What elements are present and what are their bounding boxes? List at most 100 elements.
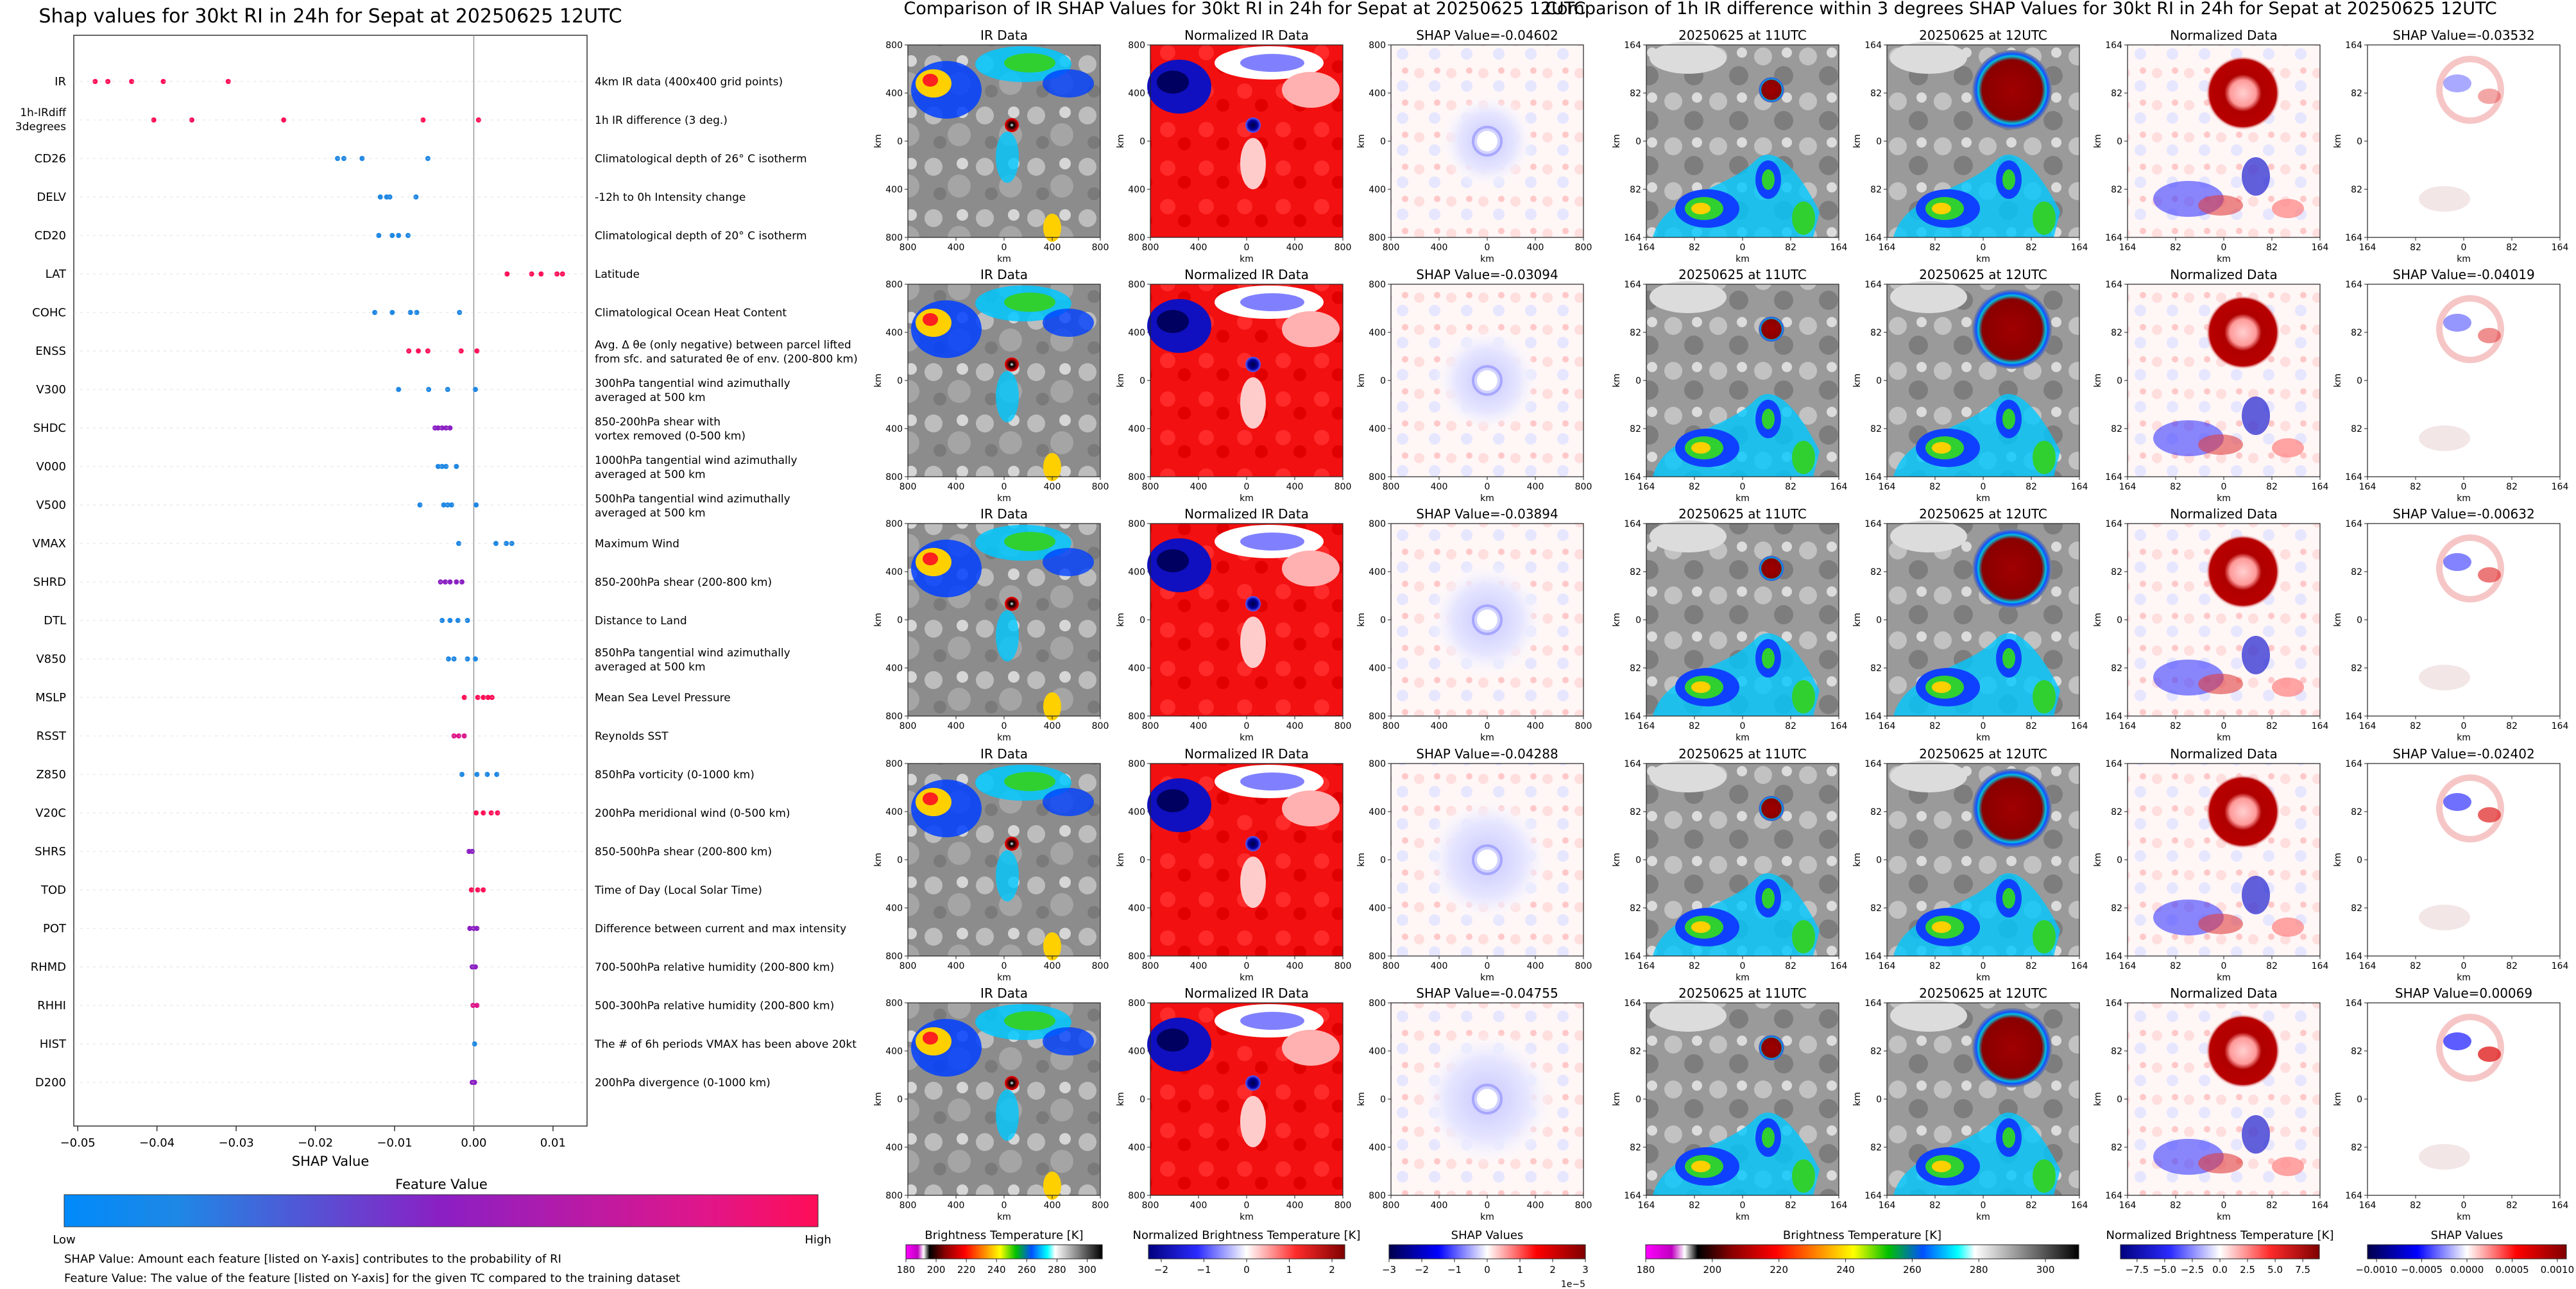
y-tick-label: 400 [885,424,903,434]
warming-band [2198,195,2243,216]
x-tick-label: 400 [1527,1200,1544,1211]
x-tick-label: 400 [948,243,965,253]
y-tick-label: 400 [1369,663,1386,674]
colorbar-tick-label: 1 [1286,1264,1293,1276]
cloud-field [1890,520,1967,552]
shap-point [435,425,441,431]
y-tick-label: 0 [897,376,903,386]
y-tick-label: 164 [1864,759,1882,769]
y-tick-label: 164 [2105,40,2122,51]
x-tick-label: 82 [2410,961,2421,971]
colorbar [1645,1244,2079,1259]
shap-ring [2436,774,2504,842]
cold-cloud-cluster [923,313,938,326]
shap-noise [2419,1144,2470,1170]
cold-cloud-cluster [1043,1172,1061,1200]
shap-point [420,117,426,123]
y-axis-label: km [2333,1092,2343,1106]
cold-cloud-cluster [1043,548,1094,576]
feature-description: averaged at 500 km [595,507,706,520]
cold-band [1792,920,1815,953]
feature-description: Distance to Land [595,615,687,627]
x-tick-label: 164 [2071,243,2088,253]
x-tick-label: 0 [1981,721,1986,731]
y-axis-label: km [1612,373,1622,388]
feature-code: 3degrees [15,121,66,133]
y-tick-label: 0 [1635,1095,1641,1105]
y-tick-label: 0 [1635,137,1641,147]
feature-description: averaged at 500 km [595,661,706,674]
cold-cloud-cluster [1004,293,1055,312]
shap-noise [2419,425,2470,451]
y-tick-label: 82 [1630,1046,1641,1057]
colorbar-low-label: Low [53,1233,75,1247]
y-tick-label: 0 [1380,855,1386,866]
x-tick-label: 82 [2506,721,2518,731]
y-tick-label: 0 [2357,615,2362,626]
y-tick-label: 800 [885,1191,903,1201]
x-tick-label: 0 [2221,482,2227,492]
shap-point [493,541,499,546]
x-tick-label: 800 [1142,243,1159,253]
y-tick-label: 0 [1635,855,1641,866]
x-tick-label: 400 [1286,961,1304,971]
x-tick-label: 82 [2026,961,2037,971]
x-tick-label: 0 [1244,1200,1250,1211]
y-tick-label: 82 [1630,567,1641,577]
feature-code: CD20 [35,229,66,243]
x-axis-label: km [1976,254,1990,264]
warming-band [2272,678,2304,697]
feature-description: Reynolds SST [595,730,669,743]
x-tick-label: 164 [1638,243,1655,253]
cold-anomaly [1240,54,1304,72]
y-tick-label: 82 [1630,328,1641,338]
colorbar-tick-label: 200 [927,1264,946,1276]
y-tick-label: 82 [1870,663,1882,674]
colorbar-tick-label: −0.0005 [2401,1264,2443,1276]
cold-anomaly [1240,138,1266,189]
x-tick-label: 82 [2410,1200,2421,1211]
x-tick-label: 82 [1785,961,1796,971]
diff-shap-image [2367,764,2560,956]
plot-frame [73,35,588,1127]
shap-point [447,618,453,623]
cold-cloud-cluster [1004,772,1055,791]
y-tick-label: 0 [2117,855,2122,866]
x-tick-label: 400 [1190,482,1207,492]
x-tick-label: 82 [2266,721,2278,731]
y-tick-label: 800 [885,40,903,51]
panel-title: IR Data [980,986,1028,1001]
y-tick-label: 82 [2351,328,2362,338]
x-tick-label: 82 [2506,243,2518,253]
x-tick-label: 800 [1575,721,1592,731]
x-tick-label: 0 [2461,721,2467,731]
x-tick-label: 0 [2221,961,2227,971]
x-tick-label: −0.01 [377,1136,412,1150]
y-tick-label: 82 [2111,1143,2122,1153]
shap-point [372,310,378,315]
y-tick-label: 82 [2111,663,2122,674]
shap-point [475,695,481,700]
x-tick-label: 164 [2552,1200,2569,1211]
x-axis-label: km [2217,493,2231,504]
ir-shap-image [1391,524,1583,716]
y-axis-label: km [873,134,883,148]
x-tick-label: 164 [2071,482,2088,492]
storm-core [1972,769,2052,848]
cold-band [1932,442,1951,454]
shap-positive-area [2478,567,2501,583]
cold-band [1792,680,1815,713]
y-axis-label: km [1852,373,1863,388]
x-tick-label: 82 [1929,243,1941,253]
cold-anomaly [1157,71,1189,94]
x-tick-label: 400 [1286,721,1304,731]
colorbar-tick-label: −2.5 [2181,1264,2204,1276]
y-tick-label: 82 [2351,89,2362,99]
y-axis-label: km [1852,853,1863,867]
colorbar-tick-label: 1 [1517,1264,1523,1276]
storm-core [1759,556,1784,581]
y-tick-label: 82 [1630,424,1641,434]
feature-code: Z850 [36,768,66,781]
x-tick-label: 164 [1638,961,1655,971]
feature-code: D200 [35,1076,66,1089]
